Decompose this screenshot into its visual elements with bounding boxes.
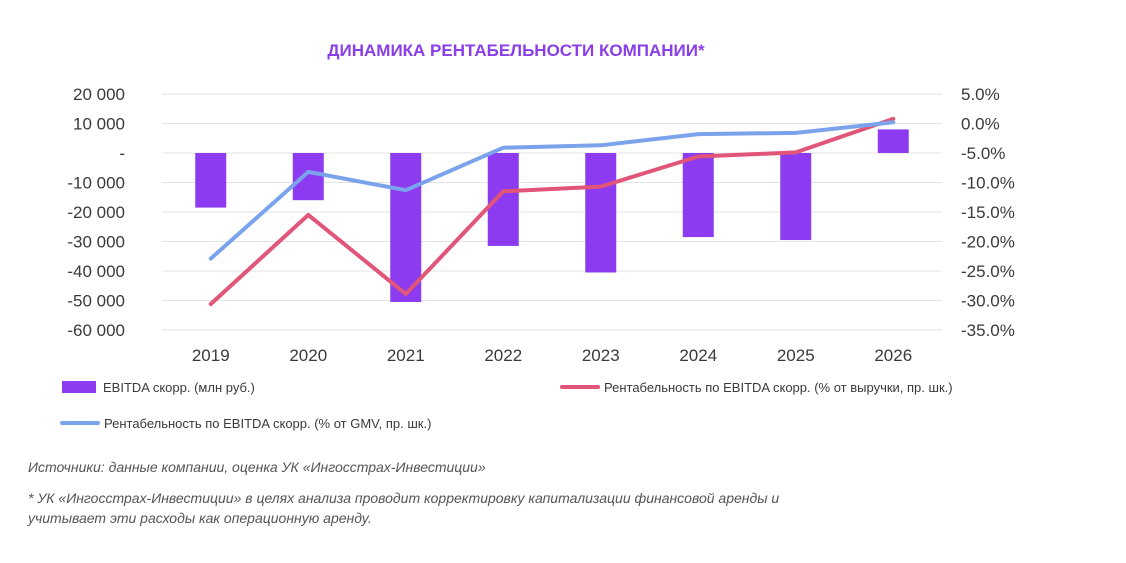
bar-series (195, 129, 909, 302)
footnote-line-2: учитывает эти расходы как операционную а… (28, 510, 372, 526)
gridlines (162, 93, 942, 331)
right-tick-label: -10.0% (961, 174, 1015, 193)
footnote-line-1: * УК «Ингосстрах-Инвестиции» в целях ана… (28, 490, 780, 506)
legend-swatch-ebitda (62, 381, 96, 393)
left-tick-label: -30 000 (67, 233, 125, 252)
right-tick-label: -5.0% (961, 144, 1005, 163)
line-series (208, 116, 896, 306)
x-tick-label: 2019 (192, 346, 230, 365)
left-tick-label: -40 000 (67, 262, 125, 281)
left-tick-label: - (119, 144, 125, 163)
right-tick-label: -25.0% (961, 262, 1015, 281)
x-axis-ticks: 2019 2020 2021 2022 2023 2024 2025 2026 (192, 346, 912, 365)
left-tick-label: -60 000 (67, 321, 125, 340)
right-tick-label: 0.0% (961, 115, 1000, 134)
bar (585, 153, 617, 273)
x-tick-label: 2021 (387, 346, 425, 365)
right-tick-label: -30.0% (961, 292, 1015, 311)
right-axis-ticks: 5.0% 0.0% -5.0% -10.0% -15.0% -20.0% -25.0% -30… (961, 85, 1015, 340)
left-tick-label: -20 000 (67, 203, 125, 222)
left-tick-label: -10 000 (67, 174, 125, 193)
bar (780, 153, 812, 241)
line-gmv-margin (208, 120, 896, 261)
bar (390, 153, 422, 302)
bar (877, 129, 909, 153)
x-tick-label: 2022 (484, 346, 522, 365)
right-tick-label: -15.0% (961, 203, 1015, 222)
right-tick-label: 5.0% (961, 85, 1000, 104)
x-tick-label: 2023 (582, 346, 620, 365)
legend-label-ebitda: EBITDA скорр. (млн руб.) (103, 380, 255, 395)
left-tick-label: -50 000 (67, 292, 125, 311)
bar (195, 153, 227, 208)
left-tick-label: 20 000 (73, 85, 125, 104)
line-revenue-margin (208, 116, 896, 306)
bar (292, 153, 324, 201)
left-axis-ticks: 20 000 10 000 - -10 000 -20 000 -30 000 -40 00… (67, 85, 125, 340)
x-tick-label: 2020 (289, 346, 327, 365)
bar (682, 153, 714, 238)
chart: ДИНАМИКА РЕНТАБЕЛЬНОСТИ КОМПАНИИ* 20 000… (60, 41, 1015, 431)
legend-label-gmv-margin: Рентабельность по EBITDA скорр. (% от GM… (104, 416, 431, 431)
right-tick-label: -20.0% (961, 233, 1015, 252)
legend: EBITDA скорр. (млн руб.) Рентабельность … (60, 380, 953, 431)
x-tick-label: 2025 (777, 346, 815, 365)
legend-label-revenue-margin: Рентабельность по EBITDA скорр. (% от вы… (604, 380, 953, 395)
x-tick-label: 2024 (679, 346, 717, 365)
x-tick-label: 2026 (874, 346, 912, 365)
chart-title: ДИНАМИКА РЕНТАБЕЛЬНОСТИ КОМПАНИИ* (327, 41, 705, 60)
right-tick-label: -35.0% (961, 321, 1015, 340)
bar (487, 153, 519, 246)
source-note: Источники: данные компании, оценка УК «И… (28, 459, 486, 475)
left-tick-label: 10 000 (73, 115, 125, 134)
footnote: * УК «Ингосстрах-Инвестиции» в целях ана… (28, 488, 779, 528)
